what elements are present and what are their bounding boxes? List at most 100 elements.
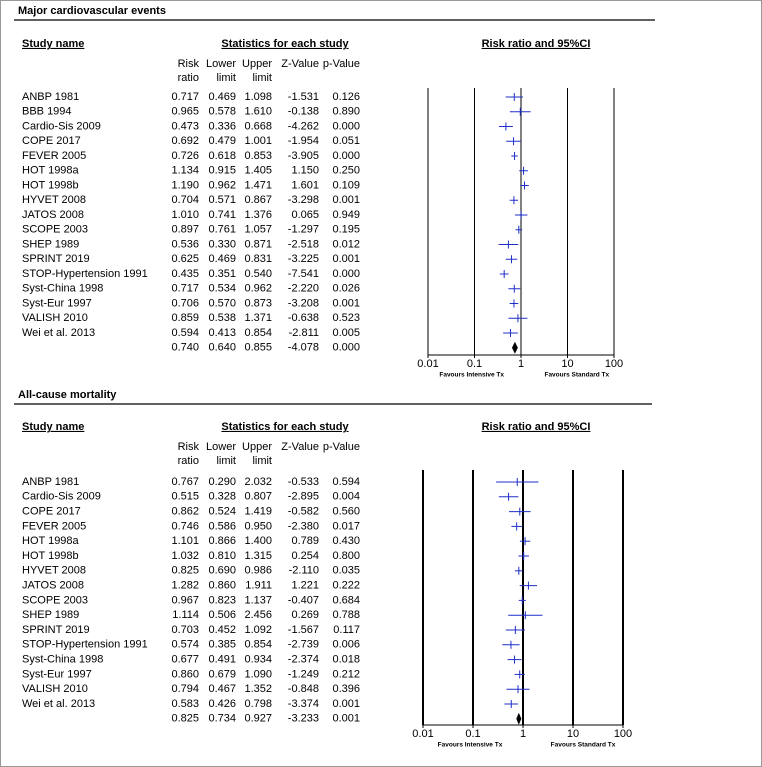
stat-value: 0.000 bbox=[332, 120, 360, 132]
study-name: Cardio-Sis 2009 bbox=[22, 491, 101, 503]
stat-value: 1.032 bbox=[171, 550, 199, 562]
stat-value: 0.690 bbox=[208, 565, 236, 577]
stat-value: 0.491 bbox=[208, 654, 236, 666]
stat-value: -3.225 bbox=[288, 253, 319, 265]
stat-value: 0.692 bbox=[171, 135, 199, 147]
study-name: Wei et al. 2013 bbox=[22, 327, 95, 339]
stat-value: 0.538 bbox=[208, 312, 236, 324]
column-header: Upper bbox=[242, 58, 272, 70]
x-tick-label: 0.1 bbox=[465, 728, 480, 740]
study-name: SCOPE 2003 bbox=[22, 594, 88, 606]
column-header: limit bbox=[216, 72, 236, 84]
stat-value: 0.515 bbox=[171, 491, 199, 503]
stat-value: 1.376 bbox=[244, 209, 272, 221]
study-name: SPRINT 2019 bbox=[22, 624, 90, 636]
stat-value: 0.001 bbox=[332, 194, 360, 206]
x-tick-label: 0.1 bbox=[467, 358, 482, 370]
stat-value: -3.905 bbox=[288, 150, 319, 162]
study-header: Study name bbox=[22, 421, 84, 433]
stat-value: 0.001 bbox=[332, 297, 360, 309]
column-header: p-Value bbox=[323, 441, 360, 453]
stat-value: 1.114 bbox=[172, 609, 199, 621]
stat-value: 1.090 bbox=[244, 668, 272, 680]
stat-value: 0.212 bbox=[332, 668, 360, 680]
stat-value: 0.915 bbox=[208, 165, 236, 177]
stat-value: 0.825 bbox=[171, 565, 199, 577]
study-name: VALISH 2010 bbox=[22, 683, 88, 695]
study-name: ANBP 1981 bbox=[22, 476, 79, 488]
stat-value: 0.927 bbox=[244, 713, 272, 725]
study-name: COPE 2017 bbox=[22, 135, 81, 147]
stat-value: -4.262 bbox=[288, 120, 319, 132]
study-name: Syst-China 1998 bbox=[22, 654, 103, 666]
favours-label: Favours Standard Tx bbox=[544, 372, 609, 379]
stat-value: 0.594 bbox=[171, 327, 199, 339]
panel-title: Major cardiovascular events bbox=[18, 5, 166, 17]
summary-diamond bbox=[511, 341, 518, 354]
stat-value: 0.794 bbox=[171, 683, 199, 695]
stat-value: -3.208 bbox=[288, 297, 319, 309]
stat-value: 0.469 bbox=[208, 91, 236, 103]
stat-value: 0.625 bbox=[171, 253, 199, 265]
stat-value: -0.848 bbox=[288, 683, 319, 695]
stat-value: 0.250 bbox=[332, 165, 360, 177]
stat-value: -2.374 bbox=[288, 654, 319, 666]
stat-value: 0.426 bbox=[208, 698, 236, 710]
stat-value: 2.032 bbox=[244, 476, 272, 488]
stat-value: 0.000 bbox=[332, 268, 360, 280]
stat-value: 0.934 bbox=[244, 654, 272, 666]
stat-value: 0.001 bbox=[332, 713, 360, 725]
stat-value: -3.298 bbox=[288, 194, 319, 206]
stat-value: 1.137 bbox=[244, 594, 272, 606]
stat-value: 1.098 bbox=[244, 91, 272, 103]
stat-value: 0.967 bbox=[171, 594, 199, 606]
stat-value: -1.531 bbox=[288, 91, 319, 103]
stat-value: 0.004 bbox=[332, 491, 360, 503]
stat-value: 0.831 bbox=[244, 253, 272, 265]
stat-value: 0.853 bbox=[244, 150, 272, 162]
study-name: SHEP 1989 bbox=[22, 238, 79, 250]
x-tick-label: 10 bbox=[567, 728, 579, 740]
stat-value: 0.006 bbox=[332, 639, 360, 651]
study-name: SCOPE 2003 bbox=[22, 224, 88, 236]
stat-value: 0.703 bbox=[171, 624, 199, 636]
stat-value: 0.051 bbox=[332, 135, 360, 147]
column-header: Risk bbox=[178, 441, 200, 453]
stat-value: 0.571 bbox=[208, 194, 236, 206]
stat-value: 0.396 bbox=[332, 683, 360, 695]
stat-value: 0.859 bbox=[171, 312, 199, 324]
stat-value: 0.788 bbox=[332, 609, 360, 621]
study-name: SPRINT 2019 bbox=[22, 253, 90, 265]
stat-value: 0.810 bbox=[208, 550, 236, 562]
stat-value: 0.706 bbox=[171, 297, 199, 309]
stat-value: 0.767 bbox=[171, 476, 199, 488]
stat-value: 0.594 bbox=[332, 476, 360, 488]
stat-value: 0.962 bbox=[208, 179, 236, 191]
plot-header: Risk ratio and 95%CI bbox=[482, 38, 591, 50]
study-name: FEVER 2005 bbox=[22, 520, 86, 532]
stat-value: 0.679 bbox=[208, 668, 236, 680]
study-name: HOT 1998b bbox=[22, 179, 79, 191]
stat-value: 0.254 bbox=[291, 550, 319, 562]
stat-value: 0.860 bbox=[208, 580, 236, 592]
stat-value: -0.533 bbox=[288, 476, 319, 488]
stat-value: 0.290 bbox=[208, 476, 236, 488]
study-name: BBB 1994 bbox=[22, 106, 72, 118]
stat-value: 0.949 bbox=[332, 209, 360, 221]
stat-value: 0.328 bbox=[208, 491, 236, 503]
stat-value: 1.057 bbox=[244, 224, 272, 236]
stat-value: 0.726 bbox=[171, 150, 199, 162]
study-name: HOT 1998a bbox=[22, 165, 80, 177]
stat-value: -2.220 bbox=[288, 283, 319, 295]
stat-value: 0.570 bbox=[208, 297, 236, 309]
stat-value: -0.638 bbox=[288, 312, 319, 324]
column-header: limit bbox=[252, 455, 272, 467]
study-name: VALISH 2010 bbox=[22, 312, 88, 324]
stat-value: 0.854 bbox=[244, 639, 272, 651]
study-name: Wei et al. 2013 bbox=[22, 698, 95, 710]
stat-value: 0.717 bbox=[171, 283, 199, 295]
stat-value: 0.871 bbox=[244, 238, 272, 250]
stat-value: 1.315 bbox=[244, 550, 272, 562]
stat-value: -2.811 bbox=[289, 327, 319, 339]
stat-value: 1.101 bbox=[171, 535, 199, 547]
